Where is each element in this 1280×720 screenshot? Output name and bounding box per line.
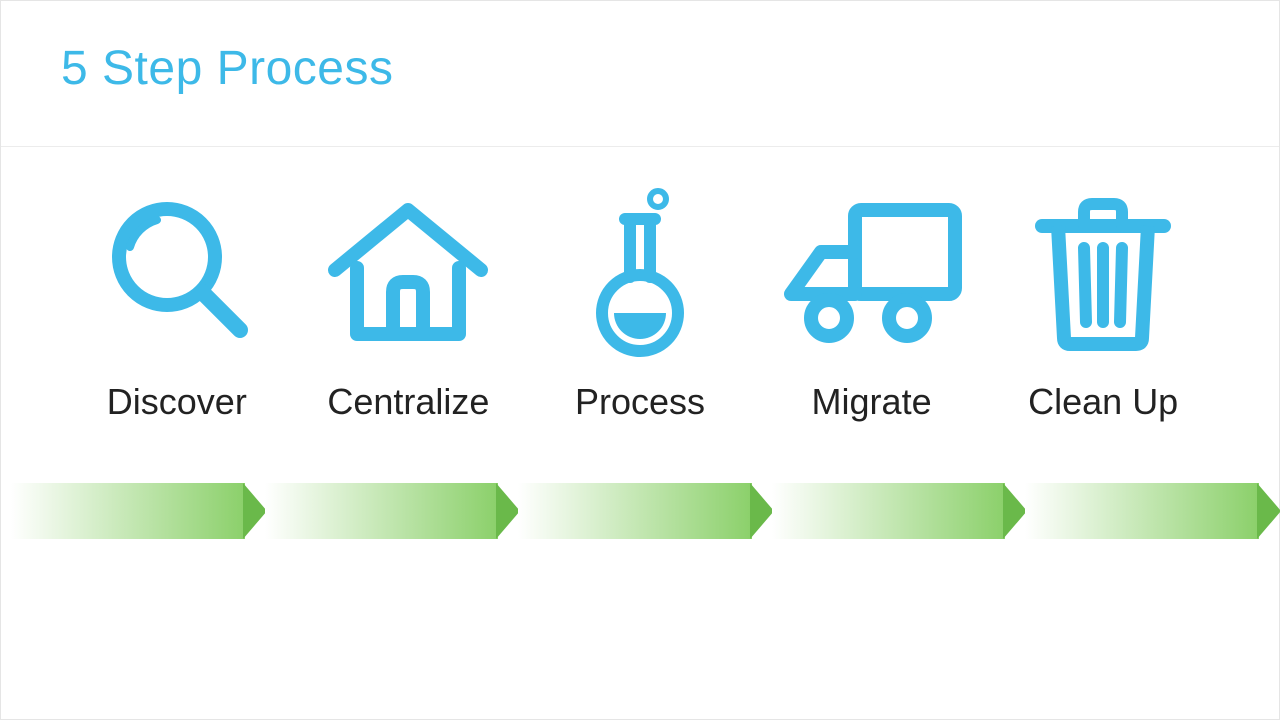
header: 5 Step Process: [1, 1, 1279, 147]
arrow-band: [1, 483, 1279, 539]
step-label: Process: [575, 381, 705, 423]
step-cleanup: Clean Up: [987, 187, 1219, 423]
step-label: Discover: [107, 381, 247, 423]
trash-icon: [1028, 187, 1178, 357]
step-label: Migrate: [812, 381, 932, 423]
truck-icon: [777, 187, 967, 357]
step-label: Clean Up: [1028, 381, 1178, 423]
arrow-segment: [1025, 483, 1279, 539]
magnifier-icon: [102, 187, 252, 357]
steps-row: Discover Centralize Process: [1, 147, 1279, 423]
flask-icon: [580, 187, 700, 357]
arrow-segment: [772, 483, 1026, 539]
page-title: 5 Step Process: [61, 41, 1279, 96]
arrow-segment: [11, 483, 265, 539]
step-process: Process: [524, 187, 756, 423]
arrow-segment: [518, 483, 772, 539]
step-centralize: Centralize: [293, 187, 525, 423]
house-icon: [323, 187, 493, 357]
step-label: Centralize: [327, 381, 489, 423]
arrow-segment: [265, 483, 519, 539]
step-discover: Discover: [61, 187, 293, 423]
step-migrate: Migrate: [756, 187, 988, 423]
